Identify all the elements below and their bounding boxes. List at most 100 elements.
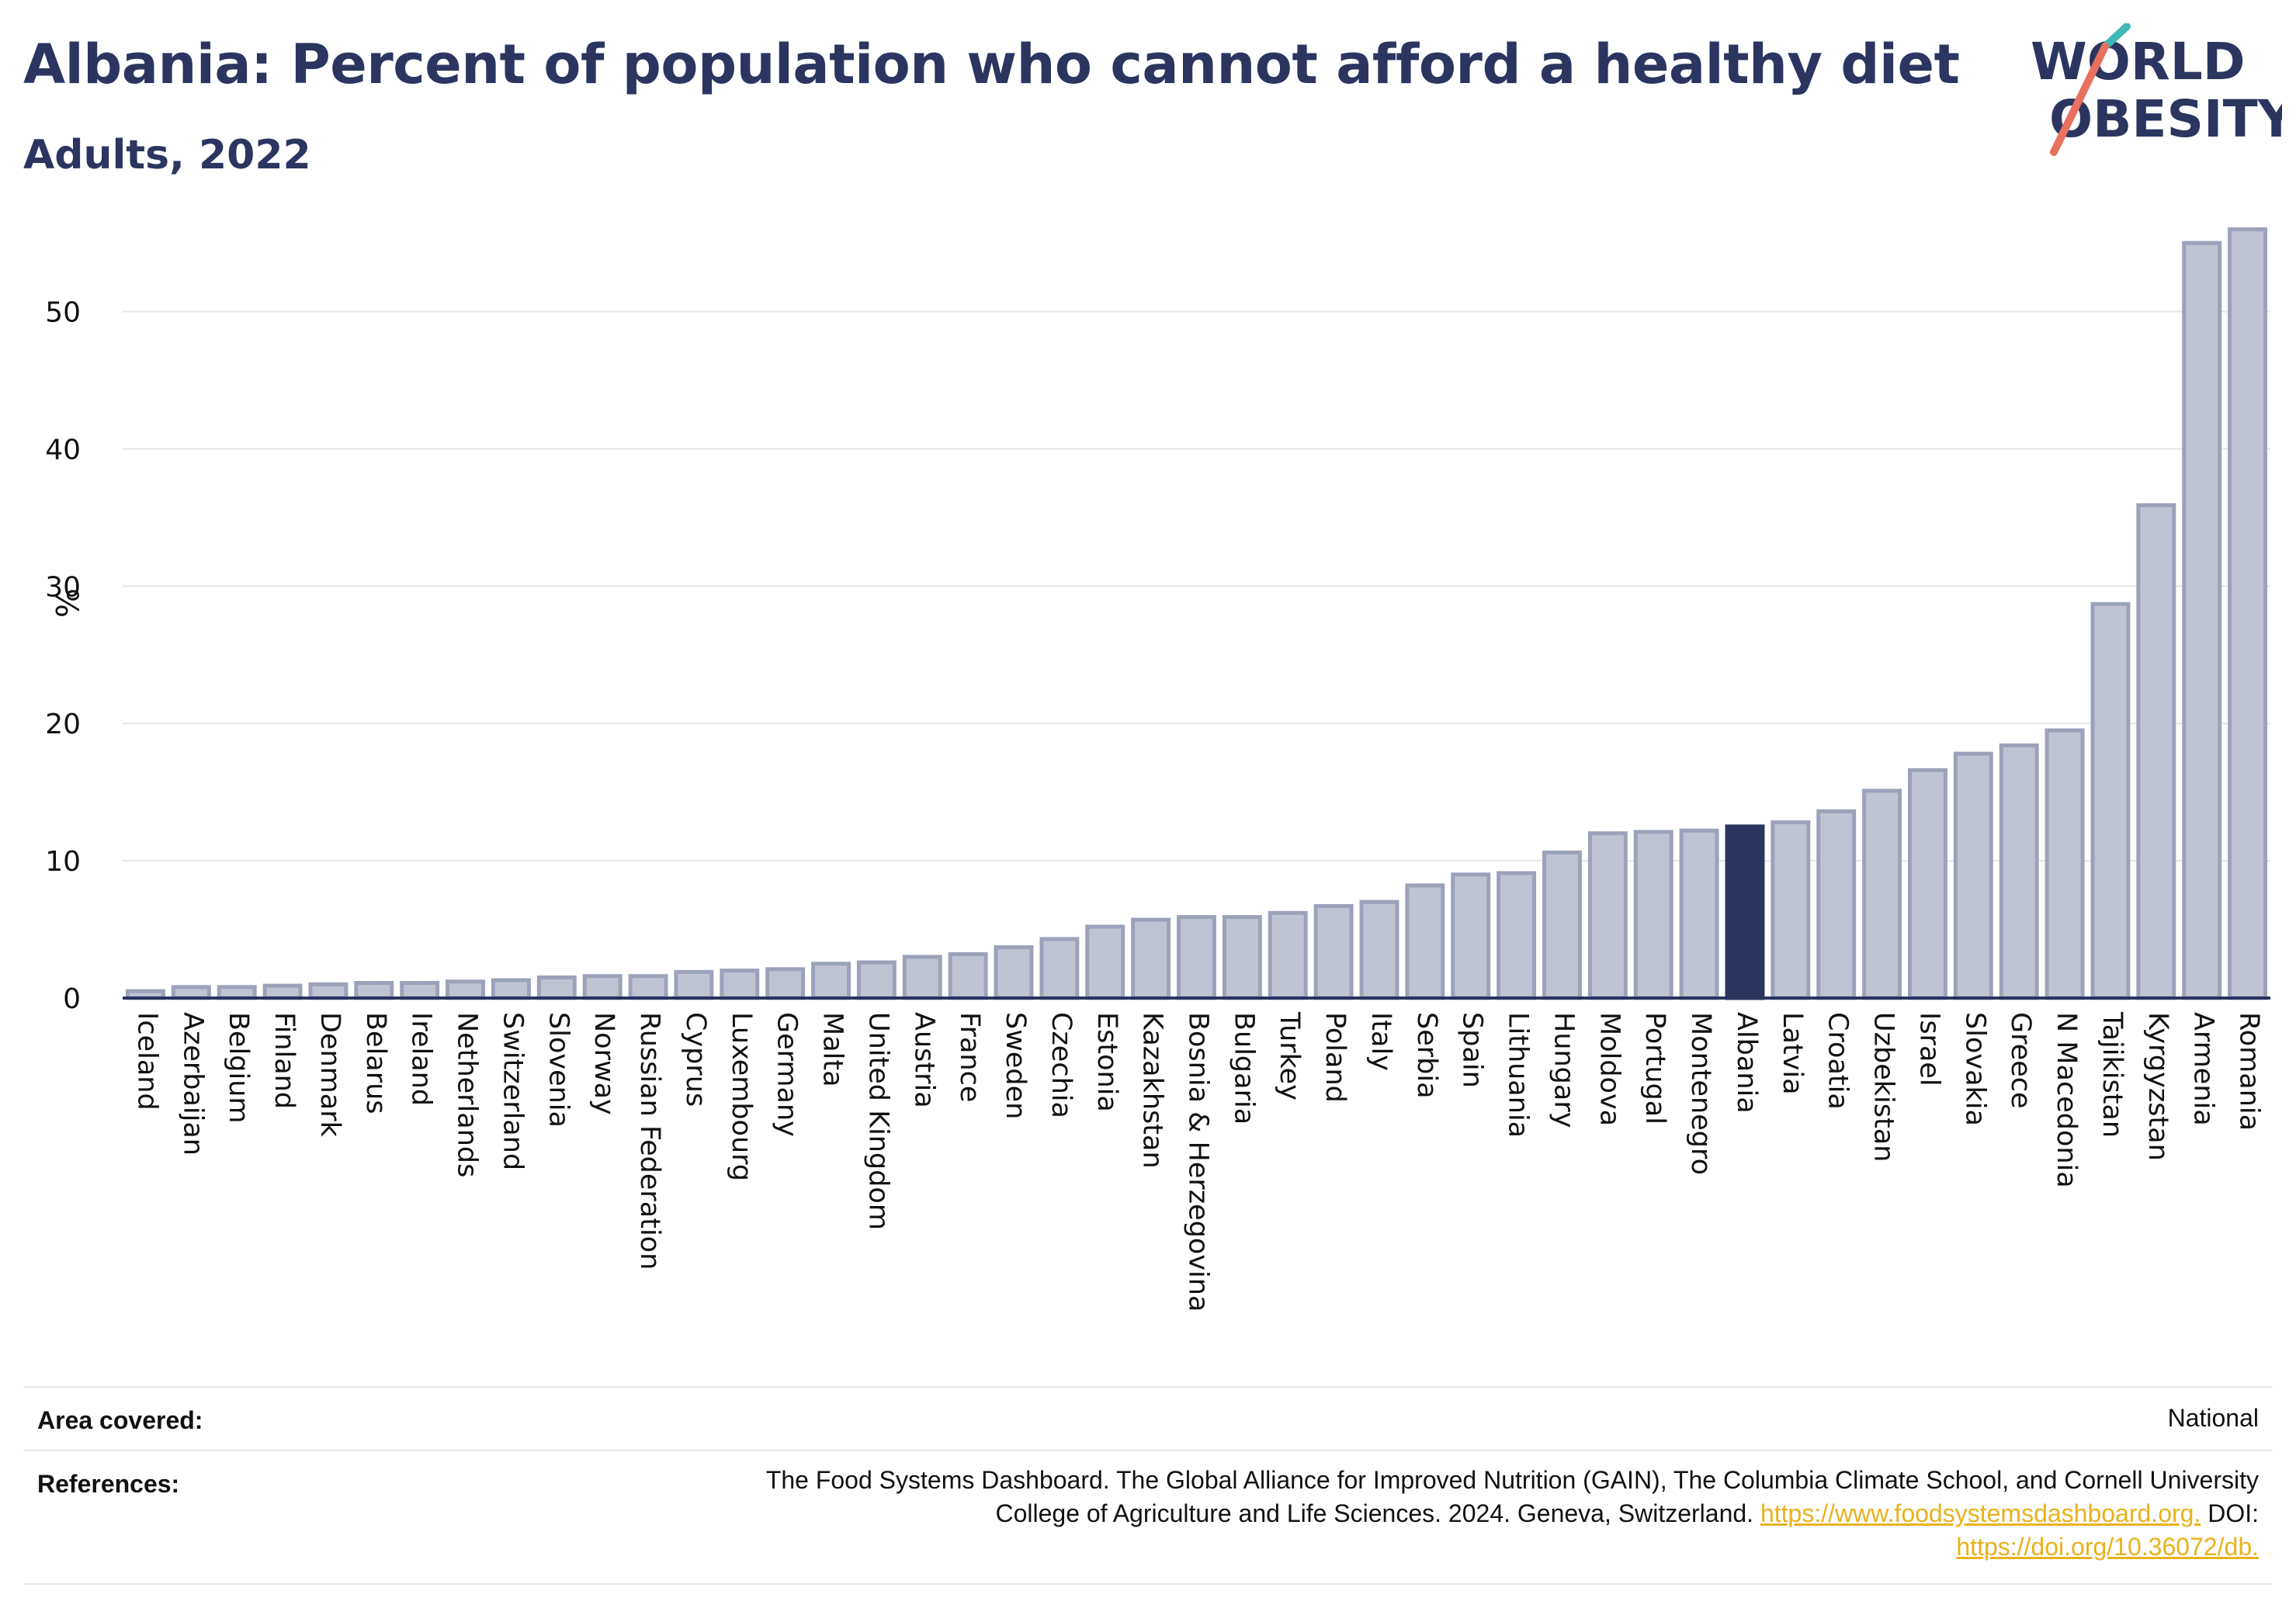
x-tick-label: Denmark (314, 1012, 345, 1138)
x-tick-label: Bosnia & Herzegovina (1183, 1012, 1214, 1312)
bar (674, 969, 714, 1000)
info-table: Area covered: National References: The F… (23, 1386, 2273, 1585)
bar (536, 975, 577, 1000)
x-tick-label: Bulgaria (1228, 1012, 1259, 1125)
bar (2045, 728, 2085, 1000)
x-tick-label: Poland (1320, 1012, 1351, 1103)
x-tick-label: Moldova (1594, 1012, 1625, 1126)
y-tick-label: 10 (45, 846, 81, 878)
bar (856, 960, 897, 1000)
logo-word-obesity: OBESITY (2049, 89, 2282, 149)
x-tick-label: N Macedonia (2051, 1012, 2082, 1188)
y-tick-label: 30 (45, 571, 81, 603)
logo-word-world: WORLD (2031, 32, 2246, 92)
x-tick-label: United Kingdom (862, 1012, 893, 1230)
y-tick-label: 20 (45, 709, 81, 740)
x-tick-label: Romania (2234, 1012, 2265, 1131)
y-tick-label: 50 (45, 297, 81, 329)
x-tick-label: Russian Federation (634, 1012, 665, 1270)
bar (1816, 809, 1857, 1000)
labels: 0 10 20 30 40 50% Iceland Azerbaijan Belgium Finl… (45, 297, 2264, 1312)
bar (948, 951, 988, 1000)
x-tick-label: Armenia (2188, 1012, 2219, 1126)
chart-title: Albania: Percent of population who canno… (23, 33, 1960, 96)
bar (582, 974, 623, 1000)
x-tick-label: France (954, 1012, 985, 1102)
x-tick-label: Hungary (1548, 1012, 1579, 1128)
area-label: Area covered: (37, 1406, 203, 1434)
bar (1085, 924, 1125, 1000)
x-tick-label: Belgium (223, 1012, 254, 1124)
bar (1131, 917, 1171, 1000)
x-tick-label: Germany (772, 1012, 803, 1137)
bar (217, 985, 257, 1000)
bar (1953, 751, 1993, 1000)
y-tick-label: 0 (63, 983, 81, 1015)
x-tick-label: Spain (1457, 1012, 1488, 1088)
x-tick-label: Italy (1365, 1012, 1396, 1071)
x-tick-label: Sweden (1000, 1012, 1031, 1119)
info-row-area: Area covered: National (23, 1386, 2273, 1451)
bar (1177, 915, 1216, 1000)
x-tick-label: Luxembourg (726, 1012, 757, 1181)
x-tick-label: Estonia (1091, 1012, 1122, 1112)
bar (628, 974, 668, 1000)
x-tick-label: Czechia (1046, 1012, 1077, 1118)
bar (1222, 915, 1262, 1000)
logo-slash-coral (2050, 43, 2109, 156)
bar (400, 981, 440, 1000)
world-obesity-logo: WORLD OBESITY (2031, 23, 2282, 156)
bar (902, 955, 942, 1000)
bars (125, 227, 2268, 1000)
x-tick-label: Netherlands (452, 1012, 483, 1177)
bar (1451, 872, 1491, 1000)
bar (308, 982, 349, 1000)
x-tick-label: Lithuania (1503, 1012, 1534, 1138)
x-tick-label: Azerbaijan (177, 1012, 208, 1156)
x-tick-label: Switzerland (497, 1012, 528, 1170)
bar (2136, 503, 2176, 1000)
bar (2228, 227, 2268, 1000)
x-tick-label: Kazakhstan (1137, 1012, 1168, 1169)
x-tick-label: Albania (1731, 1012, 1762, 1114)
bar (1633, 830, 1673, 1000)
chart-subtitle: Adults, 2022 (23, 132, 311, 178)
bar (1587, 831, 1628, 1000)
bar (1679, 828, 1719, 1000)
doi-link[interactable]: https://doi.org/10.36072/db. (1956, 1533, 2259, 1561)
x-tick-label: Finland (269, 1012, 300, 1109)
bar (1497, 871, 1537, 1000)
bar (765, 967, 806, 1000)
x-tick-label: Serbia (1411, 1012, 1442, 1099)
bar (2182, 241, 2222, 1000)
x-tick-label: Tajikistan (2097, 1011, 2128, 1138)
x-tick-label: Slovenia (543, 1012, 574, 1128)
bar (994, 945, 1034, 1000)
reference-line-1: The Food Systems Dashboard. The Global A… (765, 1466, 2259, 1494)
bar (1359, 899, 1399, 1000)
bar (811, 962, 851, 1000)
reference-line-2-text: College of Agriculture and Life Sciences… (995, 1499, 1760, 1527)
x-tick-label: Belarus (360, 1012, 391, 1114)
references-label: References: (37, 1470, 180, 1498)
bar (1313, 903, 1354, 1000)
grid-lines (123, 310, 2270, 862)
x-tick-label: Latvia (1777, 1012, 1808, 1095)
bar (1542, 850, 1582, 1000)
logo-slash-teal (2101, 23, 2131, 50)
x-tick-label: Cyprus (680, 1012, 711, 1107)
reference-line-2: College of Agriculture and Life Sciences… (766, 1497, 2259, 1530)
x-tick-label: Portugal (1639, 1012, 1670, 1125)
bar (491, 978, 531, 1000)
dashboard-link[interactable]: https://www.foodsystemsdashboard.org. (1760, 1499, 2201, 1527)
x-tick-label: Iceland (131, 1012, 162, 1111)
bar (446, 979, 486, 1000)
x-tick-label: Slovakia (1959, 1012, 1990, 1126)
x-tick-label: Uzbekistan (1868, 1012, 1899, 1162)
bar-chart: 0 10 20 30 40 50% Iceland Azerbaijan Belgium Finl… (45, 227, 2270, 1312)
area-value: National (2167, 1404, 2259, 1432)
bar (1725, 824, 1765, 1000)
x-tick-label: Turkey (1274, 1011, 1305, 1100)
x-tick-label: Greece (2005, 1012, 2036, 1109)
x-tick-label: Malta (817, 1012, 848, 1087)
